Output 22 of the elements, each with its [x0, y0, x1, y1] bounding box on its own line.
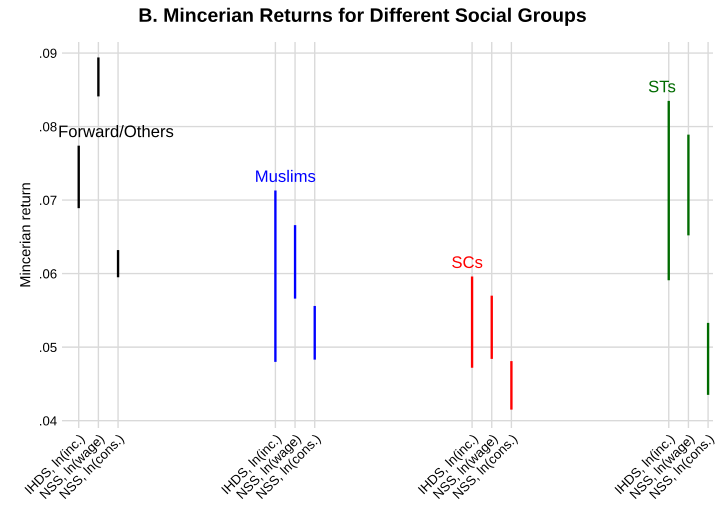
series-label: STs [648, 80, 676, 92]
y-tick-label: .06 [40, 269, 57, 279]
chart-title: B. Mincerian Returns for Different Social Groups [140, 8, 586, 26]
bar [314, 306, 316, 360]
y-tick-label: .05 [40, 342, 57, 352]
bar [510, 361, 513, 410]
series-label: Muslims [256, 170, 316, 182]
bar [706, 322, 710, 395]
bar [274, 190, 277, 362]
bar [97, 57, 100, 96]
y-tick-label: .09 [40, 48, 57, 58]
y-tick-label: .08 [40, 122, 57, 132]
bar [470, 276, 474, 368]
y-tick-label: .07 [40, 196, 56, 205]
series-label: Forward/Others [59, 124, 174, 138]
bar [490, 296, 493, 359]
bar [78, 146, 80, 208]
bar [687, 134, 690, 236]
y-tick-label: .04 [40, 416, 57, 426]
y-axis-title: Mincerian return [20, 183, 30, 286]
bar [668, 100, 670, 280]
series-label: SCs [452, 256, 482, 268]
